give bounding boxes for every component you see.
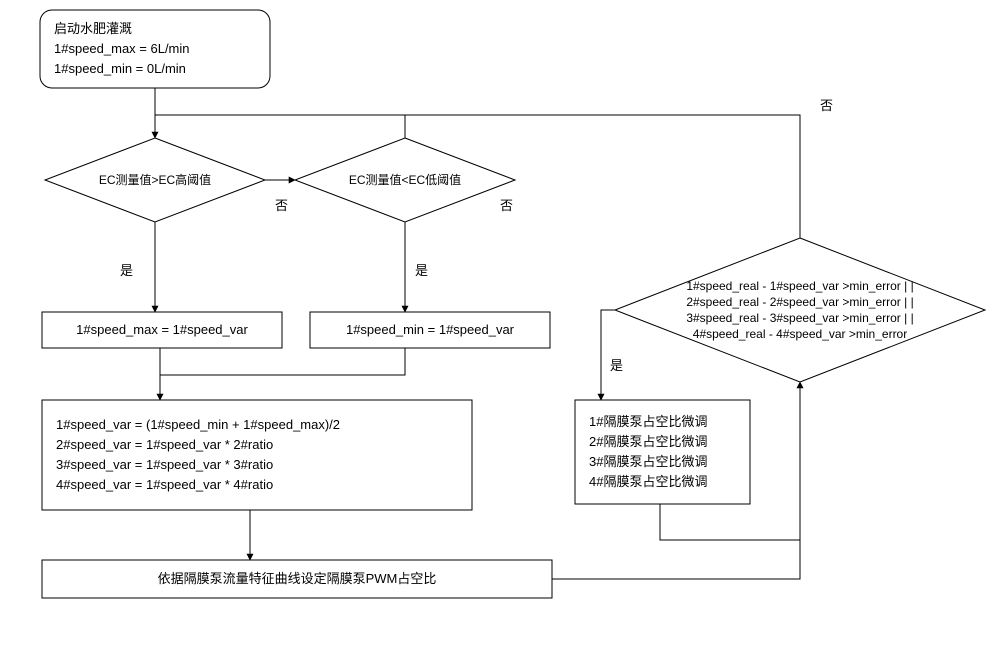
node-text: 4#speed_var = 1#speed_var * 4#ratio <box>56 477 273 492</box>
edge <box>601 310 615 400</box>
edge-label: 否 <box>820 98 833 113</box>
node-pwm: 依据隔膜泵流量特征曲线设定隔膜泵PWM占空比 <box>42 560 552 598</box>
node-text: 4#speed_real - 4#speed_var >min_error <box>693 327 907 341</box>
node-text: 3#speed_real - 3#speed_var >min_error | … <box>686 311 913 325</box>
edge <box>660 504 800 540</box>
edge-label: 否 <box>500 198 513 213</box>
node-text: EC测量值<EC低阈值 <box>349 172 461 187</box>
node-text: 4#隔膜泵占空比微调 <box>589 474 707 489</box>
node-text: 2#speed_var = 1#speed_var * 2#ratio <box>56 437 273 452</box>
node-text: 1#speed_min = 1#speed_var <box>346 322 515 337</box>
nodes-layer: 启动水肥灌溉 1#speed_max = 6L/min 1#speed_min = … <box>40 10 985 598</box>
node-d3: 1#speed_real - 1#speed_var >min_error | … <box>615 238 985 382</box>
node-text: 1#speed_var = (1#speed_min + 1#speed_max… <box>56 417 340 432</box>
node-text: 3#speed_var = 1#speed_var * 3#ratio <box>56 457 273 472</box>
node-text: 1#speed_real - 1#speed_var >min_error | … <box>686 279 913 293</box>
node-start: 启动水肥灌溉 1#speed_max = 6L/min 1#speed_min = … <box>40 10 270 88</box>
node-text: 2#隔膜泵占空比微调 <box>589 434 707 449</box>
edge-label: 是 <box>120 263 133 278</box>
node-text: 2#speed_real - 2#speed_var >min_error | … <box>686 295 913 309</box>
node-text: 3#隔膜泵占空比微调 <box>589 454 707 469</box>
edge <box>160 348 405 375</box>
node-b1: 1#speed_max = 1#speed_var <box>42 312 282 348</box>
node-text: 1#隔膜泵占空比微调 <box>589 414 707 429</box>
edge-label: 是 <box>415 263 428 278</box>
node-text: 1#speed_max = 6L/min <box>54 41 190 56</box>
node-text: 启动水肥灌溉 <box>54 21 132 36</box>
edge-label: 是 <box>610 358 623 373</box>
edge <box>155 115 405 138</box>
node-text: EC测量值>EC高阈值 <box>99 172 211 187</box>
node-d2: EC测量值<EC低阈值 <box>295 138 515 222</box>
node-d1: EC测量值>EC高阈值 <box>45 138 265 222</box>
node-text: 依据隔膜泵流量特征曲线设定隔膜泵PWM占空比 <box>158 571 437 586</box>
edge-label: 否 <box>275 198 288 213</box>
node-text: 1#speed_max = 1#speed_var <box>76 322 248 337</box>
node-adj: 1#隔膜泵占空比微调 2#隔膜泵占空比微调 3#隔膜泵占空比微调 4#隔膜泵占空比微调 <box>575 400 750 504</box>
node-calc: 1#speed_var = (1#speed_min + 1#speed_max… <box>42 400 472 510</box>
node-text: 1#speed_min = 0L/min <box>54 61 186 76</box>
node-b2: 1#speed_min = 1#speed_var <box>310 312 550 348</box>
